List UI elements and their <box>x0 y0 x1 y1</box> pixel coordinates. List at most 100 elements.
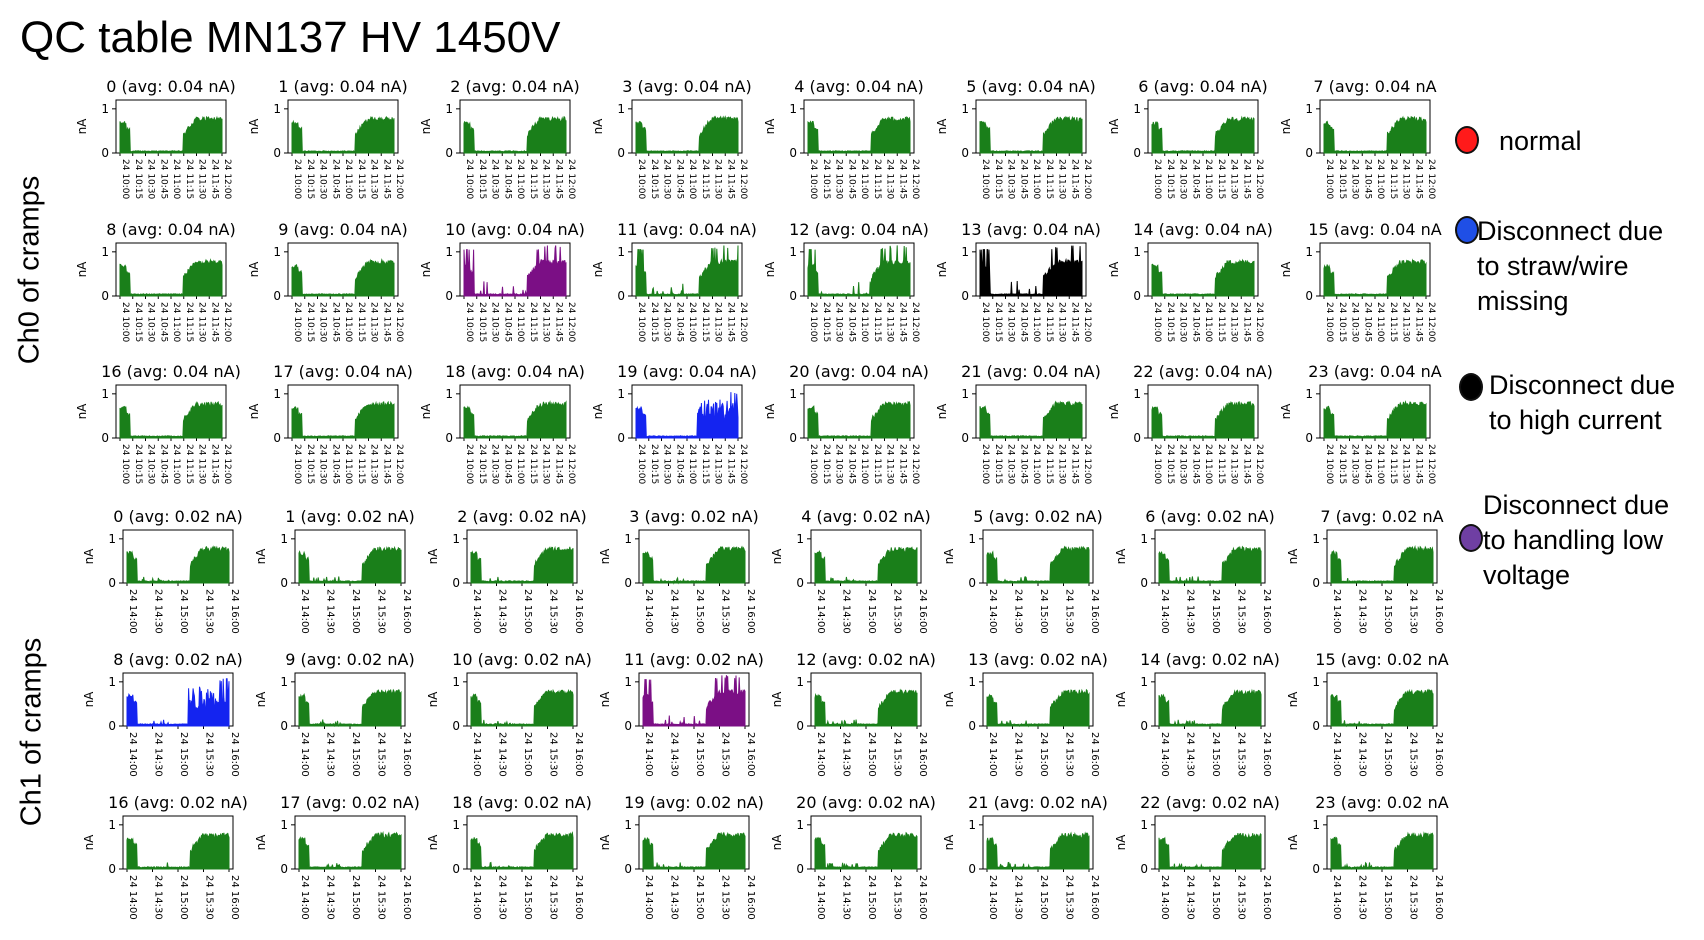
x-tick-label: 24 14:30 <box>1185 732 1196 777</box>
x-tick-label: 24 10:00 <box>980 444 990 485</box>
x-tick-label: 24 11:00 <box>171 302 181 343</box>
chart-panel-ch1-8: 8 (avg: 0.02 nA) 0 1 nA 24 14:00 24 14:30 24 1… <box>82 650 243 777</box>
x-tick-label: 24 16:00 <box>1261 589 1272 634</box>
y-tick-label: 1 <box>789 387 797 401</box>
y-tick-label: 1 <box>1305 102 1313 116</box>
series-trace <box>463 400 567 439</box>
x-tick-label: 24 15:00 <box>694 732 705 777</box>
x-tick-label: 24 10:45 <box>674 444 684 484</box>
x-tick-label: 24 12:00 <box>738 444 748 485</box>
panel-title: 4 (avg: 0.02 nA) <box>801 507 930 526</box>
x-tick-label: 24 12:00 <box>1254 302 1264 343</box>
y-tick-label: 0 <box>1133 289 1141 303</box>
x-tick-label: 24 10:45 <box>1018 444 1028 484</box>
y-axis-label: nA <box>254 691 268 708</box>
x-tick-label: 24 14:30 <box>325 732 336 777</box>
x-tick-label: 24 10:30 <box>490 159 500 200</box>
x-tick-label: 24 15:00 <box>1210 875 1221 920</box>
x-tick-label: 24 12:00 <box>394 444 404 485</box>
x-tick-label: 24 10:15 <box>993 302 1003 342</box>
y-tick-label: 1 <box>273 245 281 259</box>
x-tick-label: 24 10:15 <box>305 444 315 484</box>
x-tick-label: 24 10:30 <box>834 159 844 200</box>
x-tick-label: 24 16:00 <box>229 732 240 777</box>
x-tick-label: 24 15:30 <box>1408 875 1419 920</box>
y-tick-label: 0 <box>961 146 969 160</box>
x-tick-label: 24 11:30 <box>713 444 723 485</box>
y-tick-label: 1 <box>1140 818 1148 832</box>
panel-title: 12 (avg: 0.04 nA) <box>789 220 929 239</box>
x-tick-label: 24 10:00 <box>1152 159 1162 200</box>
x-tick-label: 24 14:30 <box>1357 732 1368 777</box>
panel-title: 15 (avg: 0.02 nA <box>1315 650 1448 669</box>
x-tick-label: 24 14:00 <box>471 732 482 777</box>
x-tick-label: 24 11:45 <box>1241 444 1251 484</box>
x-tick-label: 24 10:15 <box>821 302 831 342</box>
x-tick-label: 24 10:00 <box>120 444 130 485</box>
x-tick-label: 24 10:15 <box>1165 159 1175 199</box>
x-tick-label: 24 11:30 <box>541 302 551 343</box>
y-tick-label: 1 <box>796 818 804 832</box>
y-tick-label: 1 <box>1305 387 1313 401</box>
y-axis-label: nA <box>426 834 440 851</box>
x-tick-label: 24 12:00 <box>910 444 920 485</box>
y-axis-label: nA <box>1286 834 1300 851</box>
panel-title: 16 (avg: 0.04 nA) <box>101 362 241 381</box>
x-tick-label: 24 11:00 <box>515 302 525 343</box>
x-tick-label: 24 15:00 <box>1210 589 1221 634</box>
y-tick-label: 0 <box>108 576 116 590</box>
x-tick-label: 24 12:00 <box>566 302 576 343</box>
y-tick-label: 1 <box>108 532 116 546</box>
x-tick-label: 24 10:15 <box>1165 302 1175 342</box>
y-tick-label: 1 <box>273 387 281 401</box>
y-axis-label: nA <box>1114 548 1128 565</box>
x-tick-label: 24 14:30 <box>325 589 336 634</box>
x-tick-label: 24 10:45 <box>158 444 168 484</box>
x-tick-label: 24 10:30 <box>834 444 844 485</box>
x-tick-label: 24 15:00 <box>1382 875 1393 920</box>
x-tick-label: 24 16:00 <box>401 732 412 777</box>
x-tick-label: 24 11:45 <box>1069 444 1079 484</box>
chart-panel-ch1-4: 4 (avg: 0.02 nA) 0 1 nA 24 14:00 24 14:30 24 1… <box>770 507 931 634</box>
x-tick-label: 24 16:00 <box>1261 875 1272 920</box>
series-trace <box>1151 115 1255 154</box>
series-trace <box>1330 831 1434 870</box>
x-tick-label: 24 11:45 <box>553 159 563 199</box>
x-tick-label: 24 10:30 <box>1178 159 1188 200</box>
y-tick-label: 1 <box>1133 387 1141 401</box>
series-trace <box>979 115 1083 154</box>
legend-label: Disconnect due to handling low voltage <box>1483 490 1670 590</box>
x-tick-label: 24 11:15 <box>1388 302 1398 342</box>
x-tick-label: 24 10:00 <box>636 159 646 200</box>
x-tick-label: 24 10:45 <box>1018 302 1028 342</box>
x-tick-label: 24 14:30 <box>153 732 164 777</box>
panel-title: 18 (avg: 0.02 nA) <box>452 793 592 812</box>
y-axis-label: nA <box>1107 261 1121 278</box>
series-trace <box>979 245 1083 297</box>
x-tick-label: 24 11:15 <box>184 159 194 199</box>
y-axis-label: nA <box>1107 118 1121 135</box>
x-tick-label: 24 14:00 <box>299 875 310 920</box>
panel-title: 0 (avg: 0.02 nA) <box>113 507 242 526</box>
x-tick-label: 24 14:00 <box>815 589 826 634</box>
x-tick-label: 24 16:00 <box>573 732 584 777</box>
y-tick-label: 1 <box>968 818 976 832</box>
x-tick-label: 24 15:30 <box>892 589 903 634</box>
x-tick-label: 24 12:00 <box>1082 159 1092 200</box>
x-tick-label: 24 15:30 <box>548 875 559 920</box>
y-tick-label: 0 <box>280 719 288 733</box>
x-tick-label: 24 10:15 <box>477 159 487 199</box>
series-trace <box>635 392 739 439</box>
x-tick-label: 24 15:30 <box>376 589 387 634</box>
x-tick-label: 24 11:00 <box>515 159 525 200</box>
chart-panel-ch1-23: 23 (avg: 0.02 nA 0 1 nA 24 14:00 24 14:30 24 1… <box>1286 793 1449 920</box>
x-tick-label: 24 14:00 <box>1331 732 1342 777</box>
x-tick-label: 24 15:30 <box>1408 589 1419 634</box>
y-axis-label: nA <box>247 118 261 135</box>
chart-panel-ch1-14: 14 (avg: 0.02 nA) 0 1 nA 24 14:00 24 14:30 24 … <box>1114 650 1280 777</box>
